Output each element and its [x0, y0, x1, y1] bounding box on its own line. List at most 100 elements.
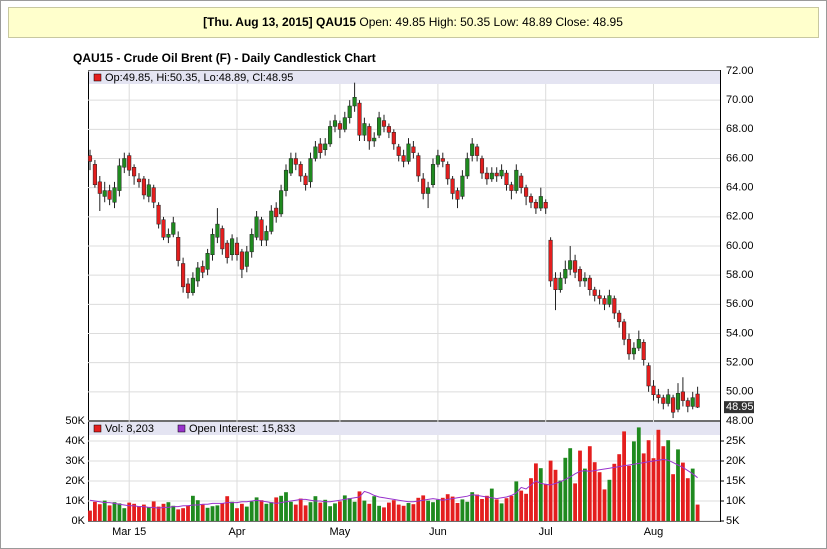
- candle-body: [185, 283, 191, 293]
- x-tick-label: Aug: [644, 526, 664, 538]
- volume-bar: [279, 495, 283, 521]
- volume-bar: [666, 440, 671, 521]
- candle-body: [509, 184, 514, 191]
- candle-body: [337, 123, 342, 130]
- candle-body: [357, 102, 362, 136]
- candle-body: [636, 339, 641, 349]
- candle-body: [460, 175, 465, 197]
- quote-values: Open: 49.85 High: 50.35 Low: 48.89 Close…: [359, 15, 623, 29]
- candle-body: [244, 251, 249, 267]
- y2-tick-label: 10K: [726, 495, 746, 507]
- candle-body: [582, 277, 587, 282]
- volume-bar: [475, 494, 479, 521]
- volume-bar: [176, 509, 181, 521]
- volume-bar: [519, 490, 524, 521]
- volume-bar: [573, 483, 577, 521]
- volume-bar: [509, 495, 514, 521]
- candle-body: [421, 178, 426, 194]
- volume-bar: [445, 494, 450, 521]
- candle-body: [318, 143, 323, 153]
- x-tick-label: Jul: [539, 526, 553, 538]
- volume-bar: [186, 505, 190, 521]
- candle-body: [396, 146, 401, 156]
- candle-body: [264, 231, 269, 241]
- candle-body: [484, 172, 489, 180]
- volume-bar: [558, 480, 563, 521]
- y-tick-label: 0K: [72, 515, 86, 527]
- candle-body: [543, 202, 548, 209]
- y-tick-label: 58.00: [726, 269, 754, 281]
- volume-bar: [298, 498, 303, 521]
- legend-swatch: [177, 424, 186, 433]
- candle-body: [87, 155, 93, 162]
- candle-body: [367, 126, 372, 142]
- x-tick-label: Jun: [429, 526, 447, 538]
- candle-body: [269, 210, 274, 232]
- candle-body: [288, 158, 293, 174]
- candle-body: [279, 190, 284, 215]
- candle-body: [607, 295, 612, 305]
- candle-body: [465, 158, 470, 177]
- candle-body: [519, 175, 524, 188]
- volume-bar: [416, 497, 421, 521]
- y-tick-label: 62.00: [726, 211, 754, 223]
- volume-bar: [220, 503, 225, 521]
- candle-body: [97, 181, 102, 194]
- candle-body: [190, 277, 195, 293]
- candle-body: [470, 143, 475, 156]
- volume-bar: [205, 507, 210, 521]
- volume-bar: [102, 500, 107, 521]
- volume-bar: [382, 507, 386, 521]
- candle-body: [646, 365, 651, 387]
- volume-bar: [303, 505, 308, 521]
- candle-body: [156, 204, 161, 225]
- volume-bar: [455, 503, 460, 521]
- volume-bar: [293, 504, 298, 521]
- volume-bar: [171, 505, 176, 521]
- volume-bar: [112, 502, 117, 521]
- volume-bar: [641, 453, 646, 521]
- candle-body: [671, 397, 676, 413]
- candle-body: [362, 123, 367, 136]
- volume-bar: [632, 441, 636, 521]
- volume-bar: [499, 503, 504, 521]
- volume-bar: [514, 481, 519, 521]
- candle-body: [675, 393, 681, 410]
- candle-body: [568, 260, 573, 270]
- candle-body: [411, 146, 416, 153]
- quote-date: [Thu. Aug 13, 2015]: [203, 15, 313, 29]
- candle-body: [254, 216, 259, 238]
- volume-bar: [406, 503, 411, 521]
- candle-body: [685, 400, 690, 407]
- candle-body: [220, 228, 225, 250]
- volume-bar: [151, 501, 156, 521]
- volume-bar: [622, 431, 626, 521]
- volume-bar: [357, 491, 362, 521]
- volume-bar: [269, 502, 274, 521]
- candle-body: [117, 165, 122, 191]
- candle-body: [499, 169, 504, 177]
- volume-bar: [543, 484, 548, 521]
- candle-body: [381, 120, 387, 127]
- candle-body: [475, 146, 480, 156]
- plot-layer: Mar 15 Apr May Jun Jul Aug 48.00 50.00 52.00 54.0…: [65, 65, 754, 538]
- candle-body: [372, 137, 377, 142]
- volume-bar: [377, 505, 381, 521]
- candle-body: [102, 190, 107, 197]
- volume-bar: [200, 504, 205, 521]
- candle-body: [127, 155, 132, 171]
- volume-bar: [313, 496, 318, 521]
- volume-bar: [421, 495, 426, 521]
- candle-body: [200, 266, 205, 273]
- candle-body: [136, 178, 142, 183]
- candle-body: [166, 234, 171, 238]
- volume-bar: [240, 503, 244, 521]
- volume-bar: [436, 499, 440, 521]
- last-price-label: 48.95: [726, 401, 754, 413]
- candle-body: [239, 251, 244, 270]
- candle-body: [504, 172, 509, 185]
- volume-bar: [485, 495, 489, 521]
- volume-bar: [244, 506, 249, 521]
- volume-bar: [583, 468, 587, 521]
